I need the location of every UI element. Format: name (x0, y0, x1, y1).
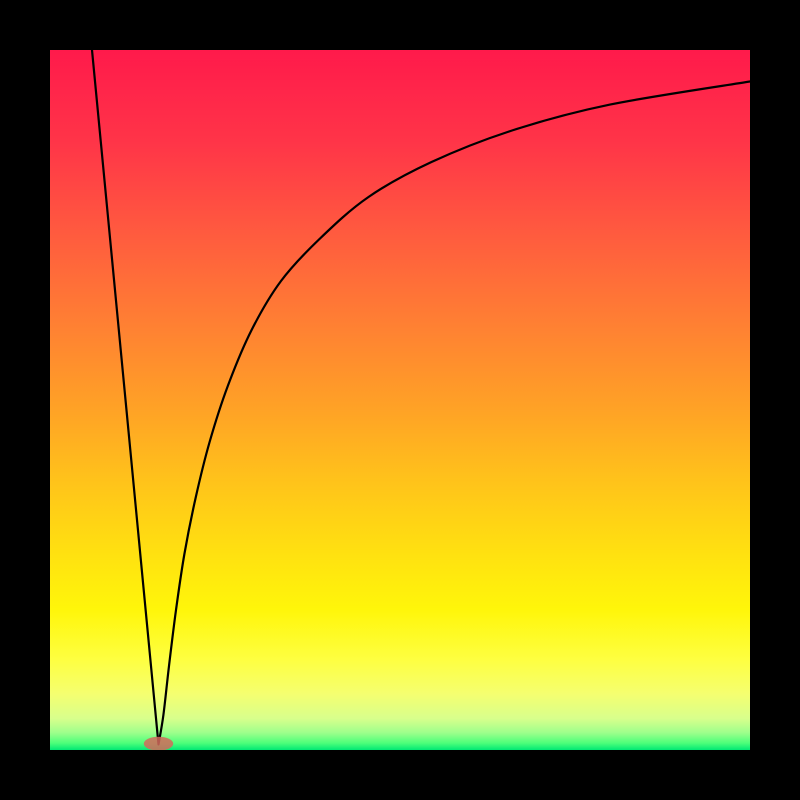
plot-svg (0, 0, 800, 800)
notch-marker (144, 737, 173, 751)
chart-container: TheBottleNecker.com (0, 0, 800, 800)
plot-frame (0, 0, 800, 800)
